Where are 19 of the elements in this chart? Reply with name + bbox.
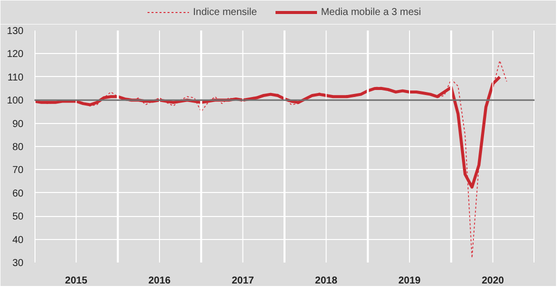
y-tick-label: 60 <box>12 188 24 200</box>
legend-label: Media mobile a 3 mesi <box>320 6 421 18</box>
x-tick-label: 2020 <box>482 276 504 286</box>
y-tick-label: 40 <box>12 234 24 246</box>
y-tick-label: 130 <box>6 26 24 37</box>
y-tick-label: 110 <box>8 72 24 84</box>
x-tick-label: 2019 <box>398 276 422 286</box>
x-tick-label: 2016 <box>148 276 172 286</box>
y-tick-label: 90 <box>12 118 24 130</box>
y-tick-label: 80 <box>12 142 24 153</box>
legend-label: Indice mensile <box>193 6 257 18</box>
x-tick-label: 2015 <box>65 276 88 286</box>
x-tick-label: 2018 <box>315 276 338 286</box>
y-tick-label: 100 <box>6 96 24 107</box>
x-tick-label: 2017 <box>232 276 254 286</box>
y-tick-label: 50 <box>12 212 24 223</box>
y-tick-label: 30 <box>12 258 24 269</box>
y-tick-label: 70 <box>12 165 24 176</box>
y-tick-label: 120 <box>6 49 24 60</box>
